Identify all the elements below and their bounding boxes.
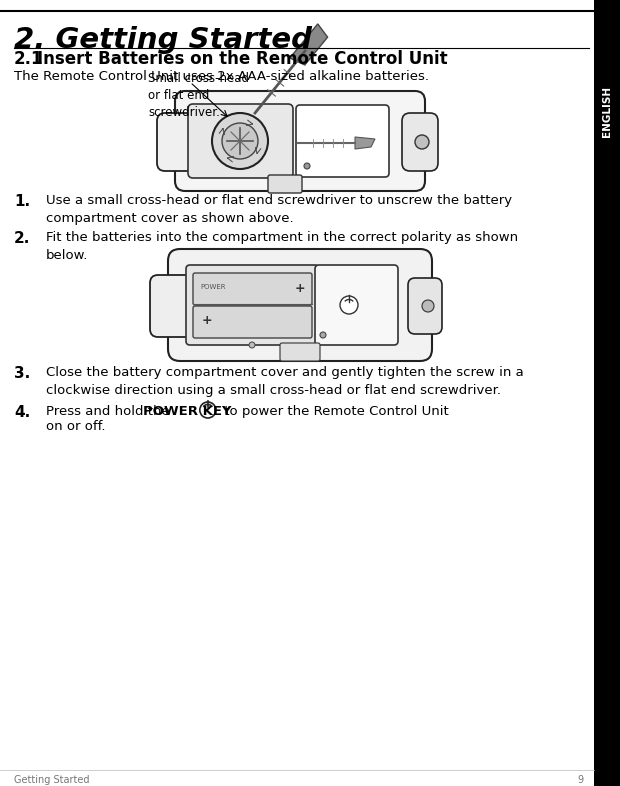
- FancyBboxPatch shape: [168, 249, 432, 361]
- Text: POWER: POWER: [200, 284, 226, 290]
- Circle shape: [340, 296, 358, 314]
- Text: POWER KEY: POWER KEY: [143, 405, 231, 418]
- FancyBboxPatch shape: [193, 306, 312, 338]
- Circle shape: [422, 300, 434, 312]
- Circle shape: [222, 123, 258, 159]
- FancyBboxPatch shape: [296, 105, 389, 177]
- Text: +: +: [202, 314, 212, 328]
- FancyBboxPatch shape: [408, 278, 442, 334]
- FancyBboxPatch shape: [188, 104, 293, 178]
- FancyBboxPatch shape: [193, 273, 312, 305]
- Circle shape: [320, 332, 326, 338]
- FancyBboxPatch shape: [186, 265, 319, 345]
- Text: to power the Remote Control Unit: to power the Remote Control Unit: [220, 405, 448, 418]
- Circle shape: [200, 402, 216, 418]
- Text: 2.: 2.: [14, 231, 30, 246]
- Text: Getting Started: Getting Started: [14, 775, 89, 785]
- Text: 2. Getting Started: 2. Getting Started: [14, 26, 312, 54]
- Circle shape: [249, 342, 255, 348]
- FancyBboxPatch shape: [157, 113, 201, 171]
- Text: Insert Batteries on the Remote Control Unit: Insert Batteries on the Remote Control U…: [14, 50, 448, 68]
- Text: ENGLISH: ENGLISH: [602, 86, 612, 137]
- Text: 2.1: 2.1: [14, 50, 43, 68]
- FancyBboxPatch shape: [280, 343, 320, 361]
- Text: Use a small cross-head or flat end screwdriver to unscrew the battery
compartmen: Use a small cross-head or flat end screw…: [46, 194, 512, 225]
- Text: 4.: 4.: [14, 405, 30, 420]
- Bar: [594, 0, 620, 786]
- Polygon shape: [355, 137, 375, 149]
- FancyBboxPatch shape: [402, 113, 438, 171]
- Text: Small cross-head
or flat end
screwdriver.: Small cross-head or flat end screwdriver…: [148, 72, 249, 119]
- Text: Close the battery compartment cover and gently tighten the screw in a
clockwise : Close the battery compartment cover and …: [46, 366, 524, 397]
- Text: 9: 9: [578, 775, 584, 785]
- Circle shape: [212, 113, 268, 169]
- Polygon shape: [290, 24, 327, 65]
- Text: on or off.: on or off.: [46, 420, 105, 433]
- FancyBboxPatch shape: [175, 91, 425, 191]
- FancyBboxPatch shape: [150, 275, 194, 337]
- Text: Fit the batteries into the compartment in the correct polarity as shown
below.: Fit the batteries into the compartment i…: [46, 231, 518, 262]
- FancyBboxPatch shape: [315, 265, 398, 345]
- Text: +: +: [294, 281, 305, 295]
- Circle shape: [304, 163, 310, 169]
- Circle shape: [415, 135, 429, 149]
- Text: Press and hold the: Press and hold the: [46, 405, 174, 418]
- Text: The Remote Control Unit uses 2x AAA-sized alkaline batteries.: The Remote Control Unit uses 2x AAA-size…: [14, 70, 429, 83]
- FancyBboxPatch shape: [268, 175, 302, 193]
- Text: 3.: 3.: [14, 366, 30, 381]
- Text: 1.: 1.: [14, 194, 30, 209]
